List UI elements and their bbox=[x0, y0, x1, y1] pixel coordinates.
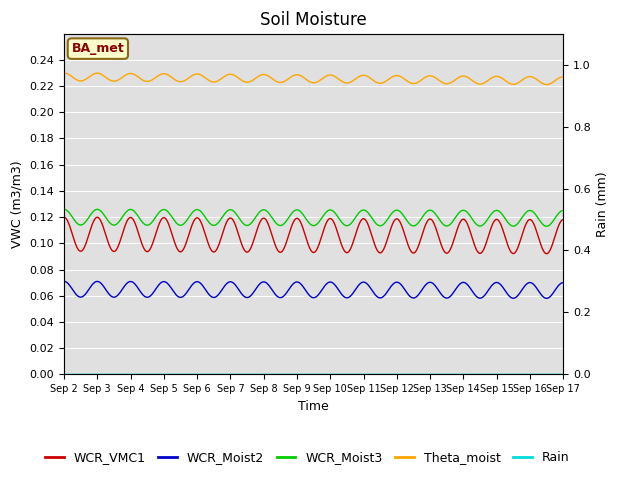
Theta_moist bbox=[282, 78, 290, 84]
Theta_moist bbox=[344, 80, 352, 86]
Rain bbox=[272, 372, 280, 377]
Rain bbox=[291, 372, 299, 377]
WCR_Moist2 bbox=[119, 286, 127, 291]
WCR_Moist2 bbox=[559, 280, 567, 286]
WCR_VMC1 bbox=[344, 250, 352, 255]
WCR_Moist3 bbox=[272, 220, 280, 226]
WCR_VMC1 bbox=[543, 251, 550, 257]
WCR_Moist3 bbox=[99, 210, 106, 216]
WCR_Moist3 bbox=[543, 223, 550, 229]
WCR_Moist3 bbox=[344, 223, 352, 228]
WCR_Moist2 bbox=[282, 290, 290, 296]
Legend: WCR_VMC1, WCR_Moist2, WCR_Moist3, Theta_moist, Rain: WCR_VMC1, WCR_Moist2, WCR_Moist3, Theta_… bbox=[40, 446, 575, 469]
Rain bbox=[119, 372, 127, 377]
Rain bbox=[344, 372, 352, 377]
Rain bbox=[60, 372, 68, 377]
Theta_moist bbox=[559, 74, 567, 80]
WCR_VMC1 bbox=[119, 229, 127, 235]
WCR_Moist2 bbox=[60, 278, 68, 284]
Theta_moist bbox=[272, 78, 280, 84]
Text: BA_met: BA_met bbox=[72, 42, 124, 55]
WCR_Moist2 bbox=[291, 279, 299, 285]
WCR_Moist2 bbox=[344, 295, 352, 300]
Line: WCR_Moist2: WCR_Moist2 bbox=[64, 281, 563, 299]
Theta_moist bbox=[60, 70, 68, 76]
Y-axis label: Rain (mm): Rain (mm) bbox=[596, 171, 609, 237]
Theta_moist bbox=[119, 74, 127, 80]
WCR_Moist3 bbox=[119, 213, 127, 219]
Line: Theta_moist: Theta_moist bbox=[64, 73, 563, 84]
Line: WCR_VMC1: WCR_VMC1 bbox=[64, 217, 563, 254]
WCR_Moist3 bbox=[60, 206, 68, 212]
Y-axis label: VWC (m3/m3): VWC (m3/m3) bbox=[11, 160, 24, 248]
WCR_VMC1 bbox=[282, 240, 290, 246]
Rain bbox=[282, 372, 290, 377]
X-axis label: Time: Time bbox=[298, 400, 329, 413]
Line: WCR_Moist3: WCR_Moist3 bbox=[64, 209, 563, 226]
WCR_Moist3 bbox=[291, 207, 299, 213]
Rain bbox=[99, 372, 106, 377]
WCR_VMC1 bbox=[99, 222, 106, 228]
Theta_moist bbox=[291, 72, 299, 78]
WCR_Moist3 bbox=[559, 208, 567, 214]
WCR_VMC1 bbox=[272, 243, 280, 249]
Theta_moist bbox=[99, 72, 106, 78]
WCR_Moist2 bbox=[543, 296, 550, 301]
WCR_VMC1 bbox=[291, 216, 299, 222]
Rain bbox=[559, 372, 567, 377]
Title: Soil Moisture: Soil Moisture bbox=[260, 11, 367, 29]
WCR_Moist2 bbox=[99, 282, 106, 288]
WCR_Moist3 bbox=[282, 218, 290, 224]
WCR_Moist2 bbox=[272, 292, 280, 298]
WCR_VMC1 bbox=[60, 214, 68, 220]
WCR_VMC1 bbox=[559, 217, 567, 223]
Theta_moist bbox=[543, 82, 550, 87]
